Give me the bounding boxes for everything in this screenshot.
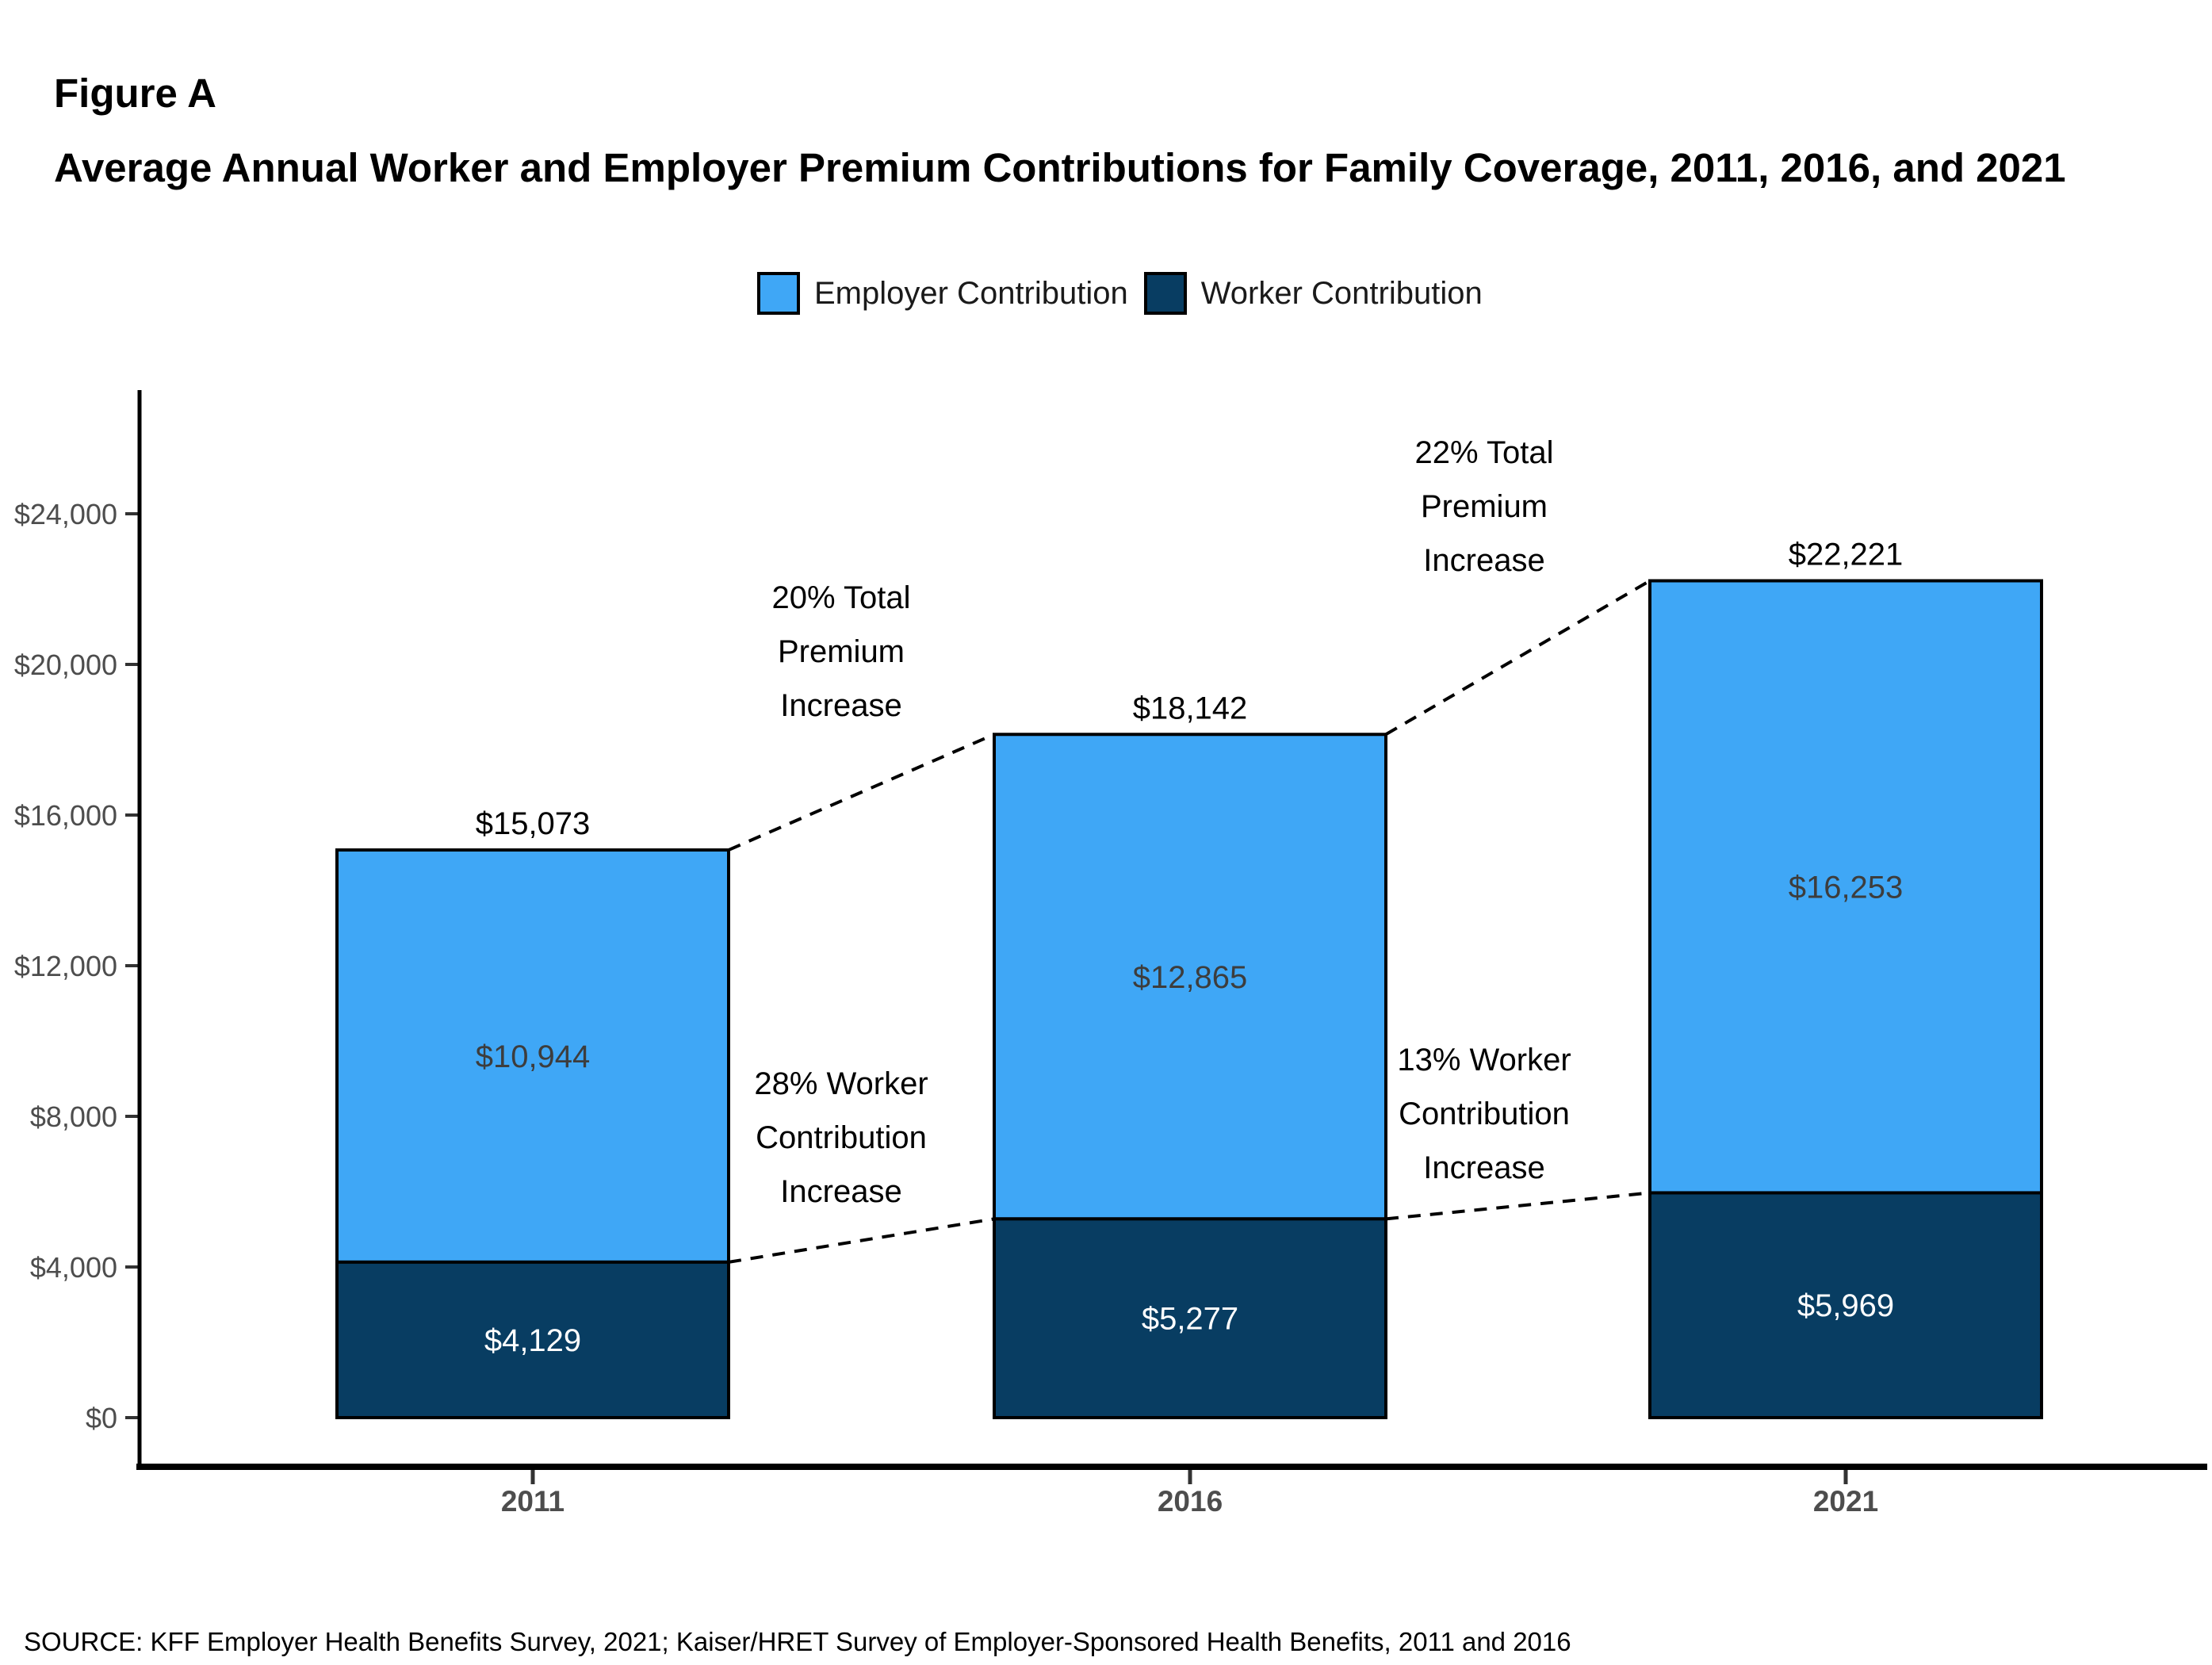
y-tick-label: $0 — [86, 1402, 117, 1434]
legend: Employer Contribution Worker Contributio… — [757, 272, 1498, 315]
bar-segment-worker-2021 — [1648, 1191, 2043, 1420]
legend-label-employer: Employer Contribution — [814, 275, 1128, 311]
bar-segment-employer-2021 — [1648, 579, 2043, 1195]
worker-connector-dashed-line — [728, 1217, 995, 1264]
employer-value-label-2021: $16,253 — [1789, 870, 1904, 905]
y-tick-label: $12,000 — [14, 950, 117, 982]
annotation-0-line-2: Increase — [780, 688, 901, 723]
annotation-2-line-2: Increase — [780, 1174, 901, 1209]
bar-segment-employer-2011 — [335, 848, 730, 1264]
legend-swatch-employer — [757, 272, 800, 315]
bar-segment-worker-2016 — [993, 1217, 1387, 1420]
y-tick-label: $20,000 — [14, 649, 117, 681]
worker-connector-dashed-line — [1385, 1191, 1651, 1221]
y-tick-label: $16,000 — [14, 799, 117, 832]
worker-value-label-2021: $5,969 — [1797, 1288, 1894, 1323]
total-connector-dashed-line — [1384, 579, 1651, 736]
chart-title: Average Annual Worker and Employer Premi… — [54, 145, 2066, 190]
x-tick-label-2011: 2011 — [501, 1485, 564, 1518]
annotation-3-line-0: 13% Worker — [1397, 1043, 1571, 1077]
legend-item-employer: Employer Contribution — [757, 272, 1128, 315]
figure-label: Figure A — [54, 71, 216, 116]
worker-value-label-2011: $4,129 — [484, 1323, 581, 1358]
y-tick-label: $8,000 — [30, 1100, 117, 1133]
worker-value-label-2016: $5,277 — [1142, 1302, 1238, 1337]
employer-value-label-2011: $10,944 — [476, 1039, 591, 1074]
total-connector-dashed-line — [728, 733, 995, 852]
annotation-3-line-1: Contribution — [1399, 1097, 1570, 1131]
annotation-1-line-2: Increase — [1423, 543, 1544, 578]
annotation-2-line-1: Contribution — [756, 1120, 927, 1155]
annotation-1-line-1: Premium — [1421, 489, 1548, 524]
annotation-3-line-2: Increase — [1423, 1150, 1544, 1185]
annotation-0-line-0: 20% Total — [772, 580, 911, 615]
total-label-2021: $22,221 — [1789, 538, 1904, 572]
annotation-2-line-0: 28% Worker — [754, 1066, 928, 1101]
annotation-0-line-1: Premium — [778, 634, 905, 669]
source-note: SOURCE: KFF Employer Health Benefits Sur… — [24, 1627, 1571, 1656]
total-label-2011: $15,073 — [476, 806, 591, 841]
legend-swatch-worker — [1143, 272, 1187, 315]
x-tick-label-2016: 2016 — [1158, 1485, 1223, 1518]
employer-value-label-2016: $12,865 — [1133, 960, 1248, 995]
total-label-2016: $18,142 — [1133, 691, 1248, 725]
y-tick-label: $4,000 — [30, 1251, 117, 1284]
x-tick-label-2021: 2021 — [1813, 1485, 1878, 1518]
y-tick-label: $24,000 — [14, 498, 117, 530]
annotation-1-line-0: 22% Total — [1415, 435, 1554, 470]
bar-segment-employer-2016 — [993, 733, 1387, 1221]
legend-label-worker: Worker Contribution — [1200, 275, 1483, 311]
legend-item-worker: Worker Contribution — [1143, 272, 1483, 315]
bar-segment-worker-2011 — [335, 1260, 730, 1420]
